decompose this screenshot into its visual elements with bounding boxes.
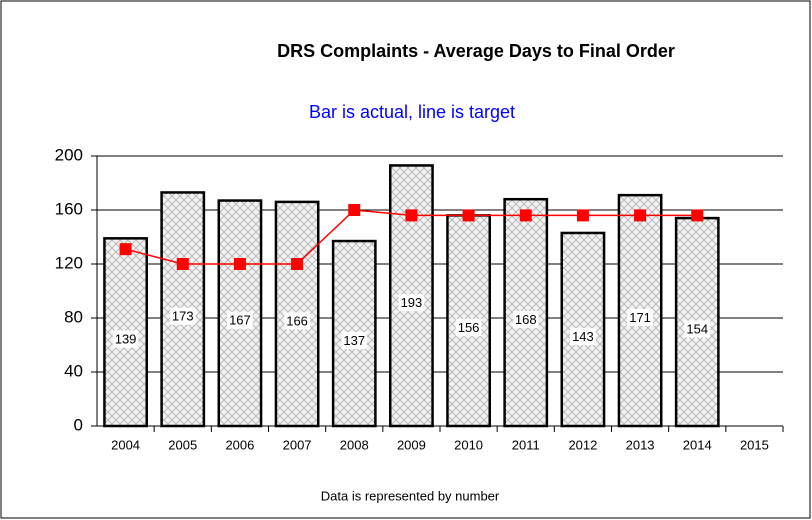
x-tick-label: 2004	[111, 437, 140, 452]
data-label: 139	[115, 332, 137, 347]
data-label-bg	[284, 312, 310, 330]
marker	[405, 209, 418, 222]
y-tick-label: 80	[64, 307, 83, 326]
chart-subtitle: Bar is actual, line is target	[309, 102, 515, 122]
data-label-bg	[627, 309, 653, 327]
data-label: 171	[629, 310, 651, 325]
data-label-bg	[112, 330, 139, 348]
y-tick-label: 120	[55, 253, 83, 272]
data-label: 193	[401, 295, 423, 310]
x-tick-label: 2013	[626, 437, 655, 452]
x-tick-label: 2008	[340, 437, 369, 452]
data-label-bg	[169, 307, 196, 325]
x-tick-label: 2015	[740, 437, 769, 452]
data-label-bg	[455, 319, 482, 337]
data-label: 166	[286, 313, 308, 328]
marker	[176, 258, 189, 270]
bar	[274, 200, 320, 428]
x-tick-label: 2012	[568, 437, 597, 452]
data-label: 143	[572, 329, 594, 344]
y-tick-label: 0	[74, 415, 83, 434]
x-tick-label: 2006	[225, 437, 254, 452]
x-tick-label: 2005	[168, 437, 197, 452]
marker	[119, 243, 132, 256]
marker	[291, 258, 304, 270]
data-label: 167	[229, 313, 251, 328]
data-label: 173	[172, 309, 194, 324]
marker	[634, 209, 647, 222]
data-label: 137	[343, 333, 365, 348]
data-label: 154	[686, 321, 708, 336]
y-tick-label: 160	[55, 199, 83, 218]
marker	[576, 209, 589, 222]
x-tick-label: 2009	[397, 437, 426, 452]
data-label: 168	[515, 312, 537, 327]
data-label-bg	[684, 320, 711, 338]
marker	[462, 209, 475, 222]
data-label-bg	[227, 311, 253, 329]
chart-footer: Data is represented by number	[321, 488, 500, 503]
data-label-bg	[512, 311, 539, 329]
x-tick-label: 2007	[283, 437, 312, 452]
data-label-bg	[570, 327, 596, 345]
y-tick-label: 200	[55, 145, 83, 164]
data-label-bg	[398, 294, 425, 312]
marker	[691, 209, 704, 222]
x-tick-label: 2010	[454, 437, 483, 452]
marker	[348, 204, 361, 216]
x-tick-label: 2011	[512, 437, 540, 452]
chart-title: DRS Complaints - Average Days to Final O…	[277, 41, 675, 61]
x-tick-label: 2014	[683, 437, 712, 452]
marker	[519, 209, 532, 222]
data-label-bg	[341, 331, 368, 349]
marker	[233, 258, 246, 270]
data-label: 156	[458, 320, 480, 335]
y-tick-label: 40	[64, 361, 83, 380]
